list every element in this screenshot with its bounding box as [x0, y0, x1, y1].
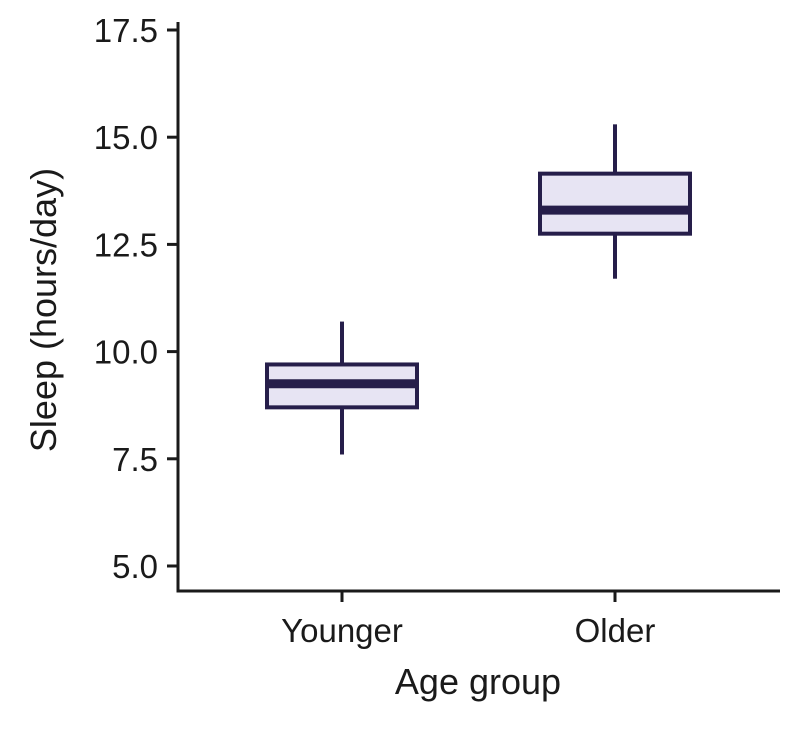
- x-tick-label: Older: [575, 612, 656, 649]
- y-tick-label: 12.5: [94, 226, 158, 263]
- box-older: [538, 124, 692, 279]
- y-tick-label: 7.5: [112, 441, 158, 478]
- x-axis-title: Age group: [395, 661, 561, 702]
- y-axis: 5.0 7.5 10.0 12.5 15.0 17.5: [94, 12, 180, 593]
- box-younger: [265, 321, 419, 455]
- boxes: [265, 124, 692, 455]
- y-tick-label: 10.0: [94, 334, 158, 371]
- y-axis-title: Sleep (hours/day): [23, 168, 64, 452]
- y-tick-label: 15.0: [94, 119, 158, 156]
- iqr-box: [538, 171, 692, 236]
- x-axis: Younger Older: [176, 589, 780, 649]
- x-tick-label: Younger: [281, 612, 403, 649]
- y-tick-label: 5.0: [112, 548, 158, 585]
- y-tick-label: 17.5: [94, 12, 158, 49]
